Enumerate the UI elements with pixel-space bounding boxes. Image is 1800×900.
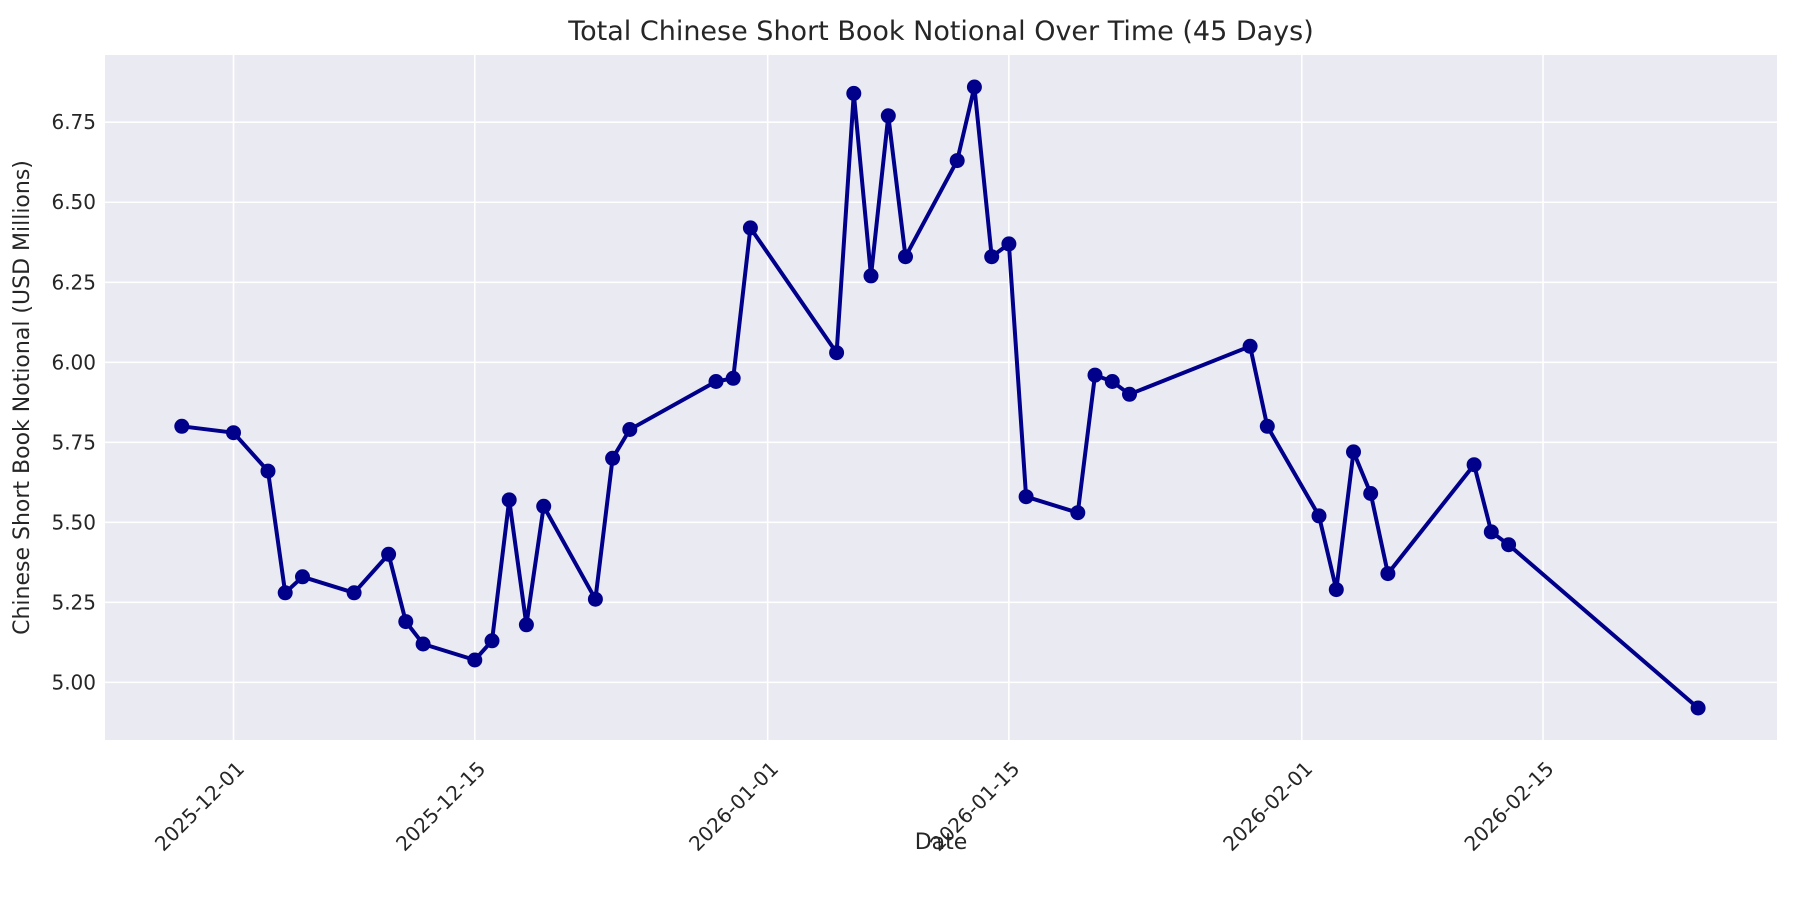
data-point: 2026-02-24: 4.92 xyxy=(1690,700,1706,716)
data-point: 2025-12-31: 6.42 xyxy=(742,220,758,236)
x-tick-label: 2026-01-01 xyxy=(684,757,783,856)
x-tick-label: 2025-12-15 xyxy=(391,757,490,856)
chart-title: Total Chinese Short Book Notional Over T… xyxy=(568,16,1314,47)
data-point: 2026-01-12: 6.63 xyxy=(949,153,965,169)
data-point: 2025-12-15: 5.07 xyxy=(467,652,483,668)
y-tick-label: 5.25 xyxy=(51,590,96,614)
y-tick-label: 6.50 xyxy=(51,190,96,214)
data-point: 2026-01-06: 6.84 xyxy=(846,85,862,101)
data-point: 2026-02-03: 5.29 xyxy=(1328,582,1344,598)
data-point: 2025-12-23: 5.70 xyxy=(605,450,621,466)
data-point: 2026-01-16: 5.58 xyxy=(1018,489,1034,505)
y-tick-label: 6.25 xyxy=(51,270,96,294)
data-point: 2026-01-29: 6.05 xyxy=(1242,338,1258,354)
x-tick-label: 2026-02-01 xyxy=(1218,757,1317,856)
data-point: 2026-01-13: 6.86 xyxy=(966,79,982,95)
x-tick-label: 2026-02-15 xyxy=(1459,757,1558,856)
data-point: 2026-01-07: 6.27 xyxy=(863,268,879,284)
data-point: 2025-12-11: 5.19 xyxy=(398,614,414,630)
x-tick-label: 2026-01-15 xyxy=(925,757,1024,856)
data-point: 2026-02-02: 5.52 xyxy=(1311,508,1327,524)
data-point: 2026-02-06: 5.34 xyxy=(1380,566,1396,582)
data-point: 2026-02-13: 5.43 xyxy=(1501,537,1517,553)
x-axis-label: Date xyxy=(914,830,968,855)
data-point: 2025-12-30: 5.95 xyxy=(725,370,741,386)
data-point: 2026-01-21: 5.94 xyxy=(1104,374,1120,389)
y-tick-label: 5.75 xyxy=(51,430,96,454)
data-point: 2026-02-12: 5.47 xyxy=(1483,524,1499,540)
data-point: 2025-12-05: 5.33 xyxy=(295,569,310,585)
data-point: 2026-01-08: 6.77 xyxy=(880,108,896,124)
data-point: 2026-01-15: 6.37 xyxy=(1001,236,1017,252)
data-point: 2025-11-28: 5.80 xyxy=(174,418,190,434)
data-point: 2026-01-05: 6.03 xyxy=(829,345,845,361)
data-point: 2025-12-29: 5.94 xyxy=(708,374,724,389)
data-point: 2026-02-04: 5.72 xyxy=(1346,444,1361,460)
y-tick-label: 5.00 xyxy=(51,670,96,694)
data-point: 2025-12-18: 5.18 xyxy=(518,617,534,633)
plot-background xyxy=(105,55,1777,740)
data-point: 2025-12-19: 5.55 xyxy=(536,498,552,514)
data-point: 2026-02-05: 5.59 xyxy=(1363,486,1379,501)
y-tick-label: 6.75 xyxy=(51,110,96,134)
x-tick-label: 2025-12-01 xyxy=(150,757,249,856)
data-point: 2026-01-14: 6.33 xyxy=(984,249,1000,265)
data-point: 2026-01-30: 5.80 xyxy=(1259,418,1275,434)
y-tick-label: 5.50 xyxy=(51,510,96,534)
data-point: 2025-12-08: 5.28 xyxy=(346,585,362,601)
data-point: 2026-01-19: 5.53 xyxy=(1070,505,1086,521)
data-point: 2026-01-20: 5.96 xyxy=(1087,367,1103,383)
data-point: 2025-12-01: 5.78 xyxy=(226,425,241,441)
data-point: 2026-01-09: 6.33 xyxy=(898,249,913,265)
data-point: 2026-02-11: 5.68 xyxy=(1466,457,1482,473)
data-point: 2025-12-22: 5.26 xyxy=(587,591,603,607)
data-point: 2025-12-04: 5.28 xyxy=(277,585,293,601)
data-point: 2025-12-10: 5.40 xyxy=(381,546,397,562)
data-point: 2026-01-22: 5.90 xyxy=(1122,386,1137,402)
data-point: 2025-12-24: 5.79 xyxy=(622,422,638,437)
data-point: 2025-12-03: 5.66 xyxy=(260,463,276,479)
data-point: 2025-12-12: 5.12 xyxy=(415,636,431,652)
data-point: 2025-12-16: 5.13 xyxy=(484,633,500,649)
y-tick-label: 6.00 xyxy=(51,350,96,374)
data-point: 2025-12-17: 5.57 xyxy=(501,492,517,508)
